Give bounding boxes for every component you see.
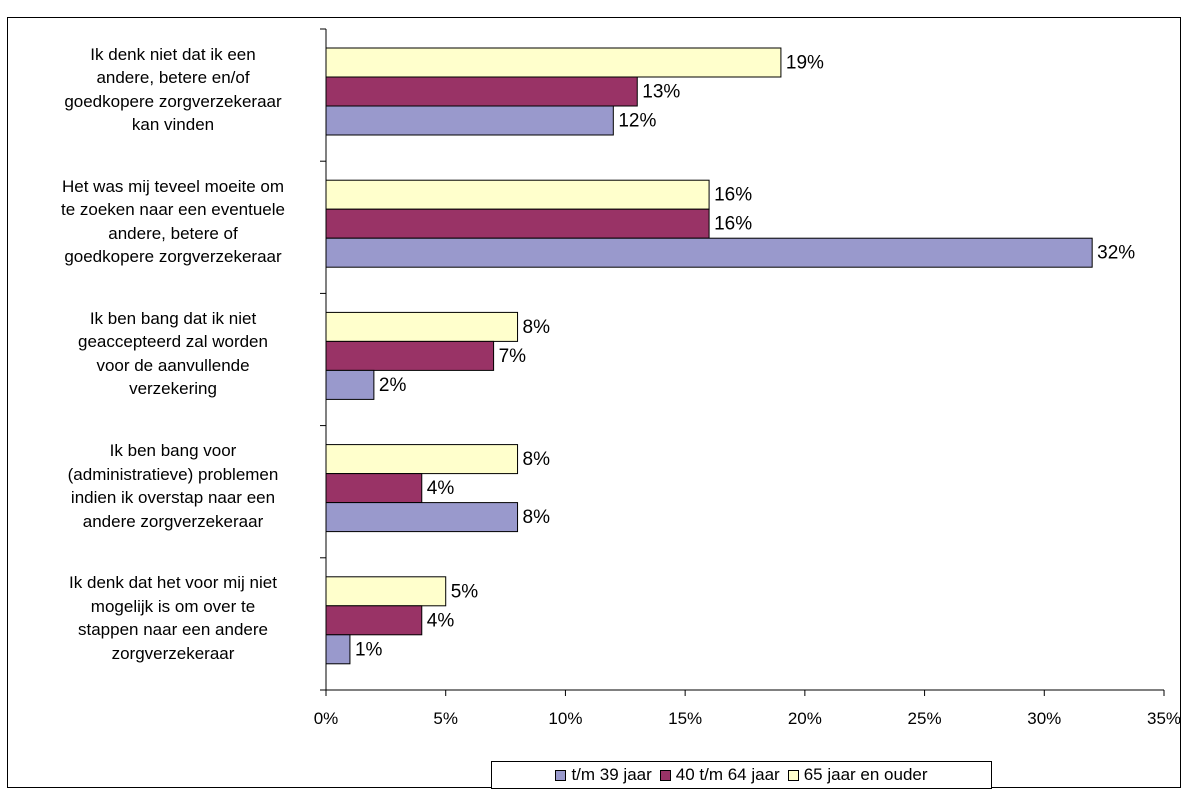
category-label-line: andere, betere en/of bbox=[96, 68, 250, 87]
bar bbox=[325, 47, 782, 78]
bar bbox=[325, 208, 710, 239]
bar-value-label: 16% bbox=[714, 214, 752, 235]
category-label-line: indien ik overstap naar een bbox=[70, 488, 276, 508]
category-label-line: Ik denk dat het voor mij niet bbox=[69, 573, 277, 593]
bar bbox=[325, 76, 638, 107]
legend-item: 65 jaar en ouder bbox=[787, 765, 928, 785]
category-label-line: verzekering bbox=[129, 379, 217, 399]
bar-value-label: 4% bbox=[427, 478, 455, 499]
legend-swatch bbox=[787, 769, 799, 781]
bar bbox=[325, 340, 495, 371]
bar-value-label: 13% bbox=[642, 82, 680, 103]
bar bbox=[325, 311, 519, 342]
legend-label: 65 jaar en ouder bbox=[803, 765, 928, 784]
category-label-line: Het was mij teveel moeite om bbox=[61, 176, 285, 196]
bar bbox=[325, 369, 375, 400]
category-label-line: goedkopere zorgverzekeraar bbox=[64, 91, 282, 111]
category-label-line: Ik ben bang voor bbox=[109, 441, 237, 461]
bar-value-label: 19% bbox=[786, 53, 824, 74]
bar bbox=[325, 179, 710, 210]
bar bbox=[325, 444, 519, 475]
category-label: Ik denk niet dat ik een andere, betere en… bbox=[30, 43, 316, 137]
category-label: Ik ben bang voor (administratieve) proble… bbox=[30, 439, 316, 533]
bar-value-label: 12% bbox=[618, 111, 656, 132]
bar bbox=[325, 105, 614, 136]
bar-value-label: 2% bbox=[379, 375, 407, 396]
x-tick-label: 15% bbox=[668, 709, 702, 728]
x-tick-label: 35% bbox=[1147, 709, 1181, 728]
bar-value-label: 8% bbox=[523, 507, 551, 528]
x-tick-label: 20% bbox=[788, 709, 822, 728]
category-label-line: mogelijk is om over te bbox=[90, 596, 256, 616]
bar-value-label: 32% bbox=[1097, 243, 1135, 264]
category-label-line: te zoeken naar een eventuele bbox=[60, 200, 285, 220]
category-label-line: andere, betere of bbox=[108, 223, 238, 243]
bar bbox=[325, 473, 423, 504]
bar-value-label: 16% bbox=[714, 185, 752, 206]
bar bbox=[325, 576, 447, 607]
bar bbox=[325, 605, 423, 636]
x-tick-label: 25% bbox=[908, 709, 942, 728]
x-tick-label: 0% bbox=[314, 709, 339, 728]
legend-label: t/m 39 jaar bbox=[571, 765, 652, 784]
category-label-line: geaccepteerd zal worden bbox=[78, 332, 268, 352]
x-tick-label: 5% bbox=[433, 709, 458, 728]
category-label-line: Ik ben bang dat ik niet bbox=[89, 308, 257, 328]
category-label: Ik denk dat het voor mij niet mogelijk is… bbox=[30, 571, 316, 665]
category-label-line: Ik denk niet dat ik een bbox=[90, 44, 256, 64]
bar bbox=[325, 502, 519, 533]
bar-value-label: 1% bbox=[355, 639, 383, 660]
category-label-line: voor de aanvullende bbox=[96, 355, 250, 375]
chart-legend: t/m 39 jaar 40 t/m 64 jaar 65 jaar en oude… bbox=[491, 761, 992, 789]
category-label-line: stappen naar een andere bbox=[78, 620, 268, 640]
legend-item: t/m 39 jaar bbox=[555, 765, 652, 785]
legend-label: 40 t/m 64 jaar bbox=[675, 765, 780, 784]
bar-value-label: 8% bbox=[523, 317, 551, 338]
bar-value-label: 7% bbox=[499, 346, 527, 367]
bar-value-label: 5% bbox=[451, 581, 479, 602]
bar bbox=[325, 634, 351, 665]
category-label: Het was mij teveel moeite om te zoeken na… bbox=[30, 175, 316, 269]
category-label-line: (administratieve) problemen bbox=[67, 464, 279, 484]
category-label-line: goedkopere zorgverzekeraar bbox=[64, 247, 282, 267]
x-tick-label: 30% bbox=[1027, 709, 1061, 728]
bar bbox=[325, 237, 1093, 268]
category-label-line: kan vinden bbox=[131, 115, 215, 134]
bar-value-label: 8% bbox=[523, 449, 551, 470]
category-label-line: andere zorgverzekeraar bbox=[82, 511, 264, 531]
legend-item: 40 t/m 64 jaar bbox=[659, 765, 780, 785]
x-tick-label: 10% bbox=[548, 709, 582, 728]
legend-swatch bbox=[555, 769, 567, 781]
category-label-line: zorgverzekeraar bbox=[111, 643, 235, 663]
legend-swatch bbox=[659, 769, 671, 781]
category-label: Ik ben bang dat ik niet geaccepteerd zal … bbox=[30, 307, 316, 401]
bar-value-label: 4% bbox=[427, 610, 455, 631]
